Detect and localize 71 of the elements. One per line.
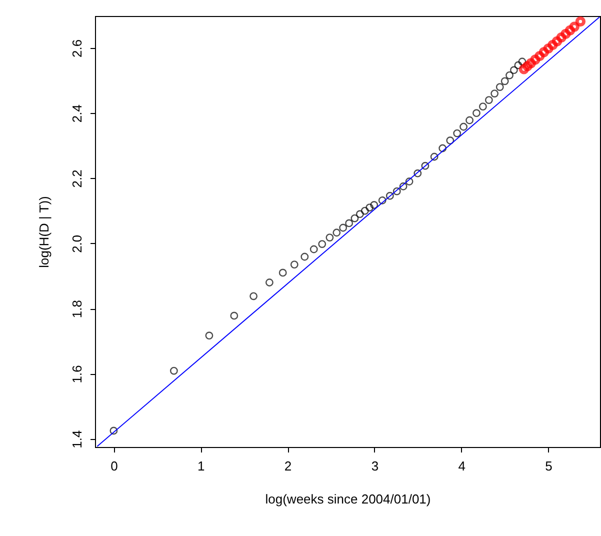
y-tick-label: 2.2: [70, 170, 84, 188]
x-tick-label: 4: [458, 458, 466, 474]
x-tick-label: 3: [371, 458, 379, 474]
point: [478, 102, 487, 111]
point: [290, 260, 298, 269]
point: [548, 40, 558, 50]
point: [514, 61, 522, 70]
point: [278, 268, 287, 277]
point: [170, 366, 178, 375]
point: [378, 196, 386, 204]
point: [339, 224, 348, 232]
point: [552, 36, 562, 47]
point: [310, 245, 318, 254]
x-tick-label: 0: [110, 458, 118, 474]
y-axis-title: log(H(D | T)): [36, 196, 52, 268]
point: [438, 144, 447, 152]
point: [414, 169, 422, 178]
point: [430, 152, 438, 161]
point: [496, 83, 504, 91]
point: [326, 234, 334, 242]
point: [230, 312, 238, 320]
y-tick-label: 2.4: [70, 104, 84, 123]
point: [392, 187, 401, 196]
point: [300, 252, 309, 261]
point: [370, 201, 378, 209]
point: [534, 50, 545, 62]
point: [510, 66, 518, 74]
x-tick-label: 5: [545, 458, 552, 474]
point: [500, 77, 509, 86]
point: [110, 426, 118, 435]
point: [575, 16, 586, 27]
point: [366, 204, 374, 212]
point: [446, 136, 454, 144]
point: [265, 278, 274, 286]
point: [318, 240, 326, 248]
y-tick-label: 1.8: [70, 300, 84, 318]
point: [490, 90, 499, 98]
y-tick-label: 2.6: [70, 39, 84, 58]
point: [530, 54, 540, 65]
point: [543, 43, 554, 54]
point: [360, 206, 369, 215]
point: [484, 96, 493, 104]
point: [386, 192, 394, 200]
point: [538, 47, 550, 58]
x-axis-title: log(weeks since 2004/01/01): [265, 492, 431, 506]
y-tick-label: 2.0: [70, 234, 84, 253]
point: [453, 129, 462, 138]
point: [345, 219, 354, 228]
point: [472, 109, 480, 118]
point: [569, 22, 580, 32]
point: [556, 32, 566, 43]
point: [560, 28, 571, 40]
point: [350, 214, 359, 222]
point: [466, 116, 474, 124]
point: [460, 122, 468, 131]
y-tick-label: 1.6: [70, 365, 84, 384]
x-tick-label: 2: [284, 458, 292, 474]
point: [405, 178, 414, 186]
point: [356, 210, 364, 218]
point: [564, 25, 576, 36]
y-tick-label: 1.4: [70, 430, 84, 448]
point: [332, 228, 341, 237]
point: [522, 61, 533, 72]
point: [421, 162, 430, 170]
point: [205, 332, 214, 340]
point: [399, 182, 408, 190]
x-tick-label: 1: [197, 458, 205, 474]
point: [518, 64, 530, 74]
point: [506, 71, 514, 80]
point: [250, 292, 258, 300]
point: [526, 58, 536, 68]
